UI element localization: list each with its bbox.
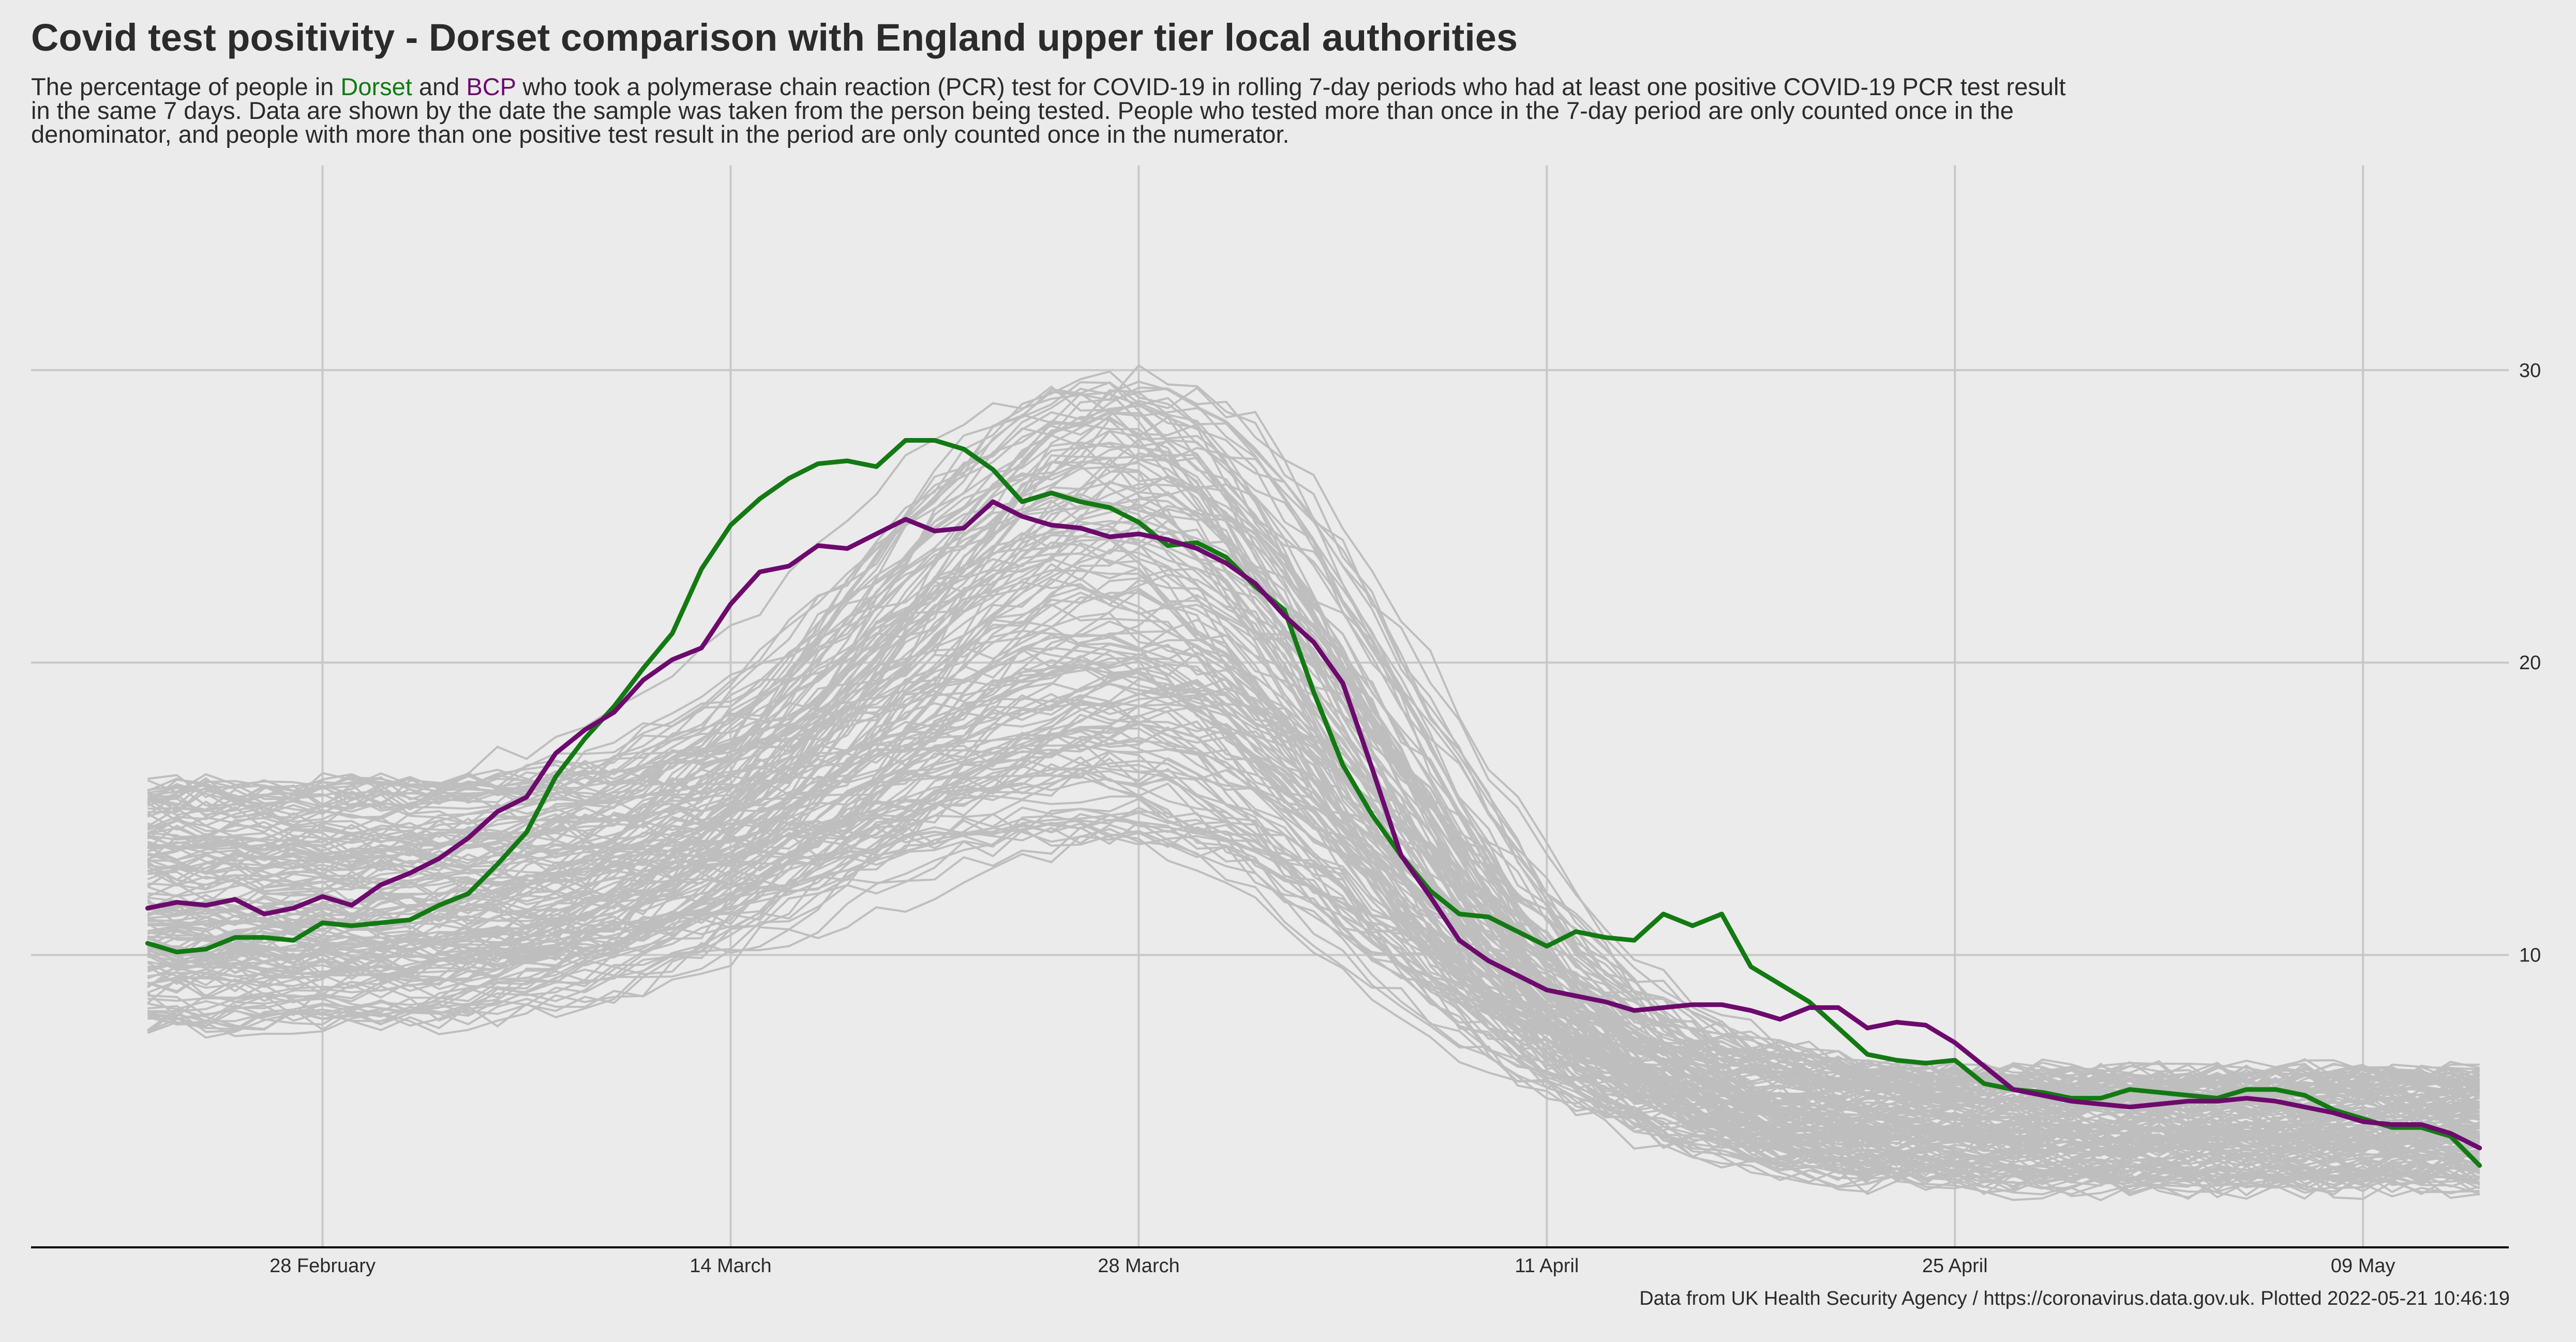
authority-line — [147, 439, 2480, 1184]
subtitle-dorset-label: Dorset — [340, 73, 412, 100]
authority-line — [147, 826, 2480, 1166]
x-tick-label: 09 May — [2331, 1255, 2395, 1277]
subtitle-text-1: The percentage of people in — [31, 73, 341, 100]
y-tick-label: 20 — [2519, 652, 2541, 674]
authority-line — [147, 440, 2480, 1147]
authority-line — [147, 692, 2480, 1093]
axes: 28 February 14 March 28 March 11 April 25 Ap… — [31, 360, 2541, 1277]
authority-line — [147, 723, 2480, 1090]
authority-line — [147, 526, 2480, 1165]
dorset-series-line — [145, 438, 2482, 1168]
bcp-series-line — [145, 499, 2482, 1151]
authority-line — [147, 474, 2480, 1094]
authority-line — [147, 386, 2480, 1187]
authority-line — [147, 418, 2480, 1119]
authority-line — [147, 364, 2480, 1114]
authority-line — [147, 490, 2480, 1200]
y-tick-label: 30 — [2519, 360, 2541, 382]
data-source-caption: Data from UK Health Security Agency / ht… — [1639, 1288, 2510, 1309]
authority-line — [147, 475, 2480, 1148]
authority-line — [147, 810, 2480, 1148]
authority-line — [147, 634, 2480, 1121]
authority-line — [147, 380, 2480, 1193]
authority-line — [147, 814, 2480, 1098]
authority-line — [147, 655, 2480, 1128]
authority-line — [147, 397, 2480, 1166]
authority-line — [147, 636, 2480, 1102]
background-authority-lines — [147, 364, 2480, 1201]
x-tick-label: 28 March — [1098, 1255, 1179, 1277]
authority-line — [147, 416, 2480, 1201]
authority-line — [147, 569, 2480, 1096]
x-tick-label: 11 April — [1515, 1255, 1579, 1277]
authority-line — [147, 535, 2480, 1163]
authority-line — [147, 492, 2480, 1179]
chart-subtitle: The percentage of people in Dorset and B… — [31, 73, 2079, 148]
subtitle-bcp-label: BCP — [466, 73, 516, 100]
chart-title: Covid test positivity - Dorset compariso… — [31, 16, 1518, 59]
x-tick-label: 25 April — [1922, 1255, 1988, 1277]
subtitle-text-2: and — [412, 73, 467, 100]
x-tick-label: 14 March — [690, 1255, 771, 1277]
highlighted-series — [145, 438, 2482, 1168]
x-tick-label: 28 February — [269, 1255, 376, 1277]
authority-line — [147, 701, 2480, 1091]
y-tick-label: 10 — [2519, 945, 2541, 967]
subtitle-text-3: who took a polymerase chain reaction (PC… — [31, 73, 2066, 148]
authority-line — [147, 518, 2480, 1199]
authority-line — [147, 458, 2480, 1179]
authority-line — [147, 620, 2480, 1128]
authority-line — [147, 720, 2480, 1181]
authority-line — [147, 677, 2480, 1088]
